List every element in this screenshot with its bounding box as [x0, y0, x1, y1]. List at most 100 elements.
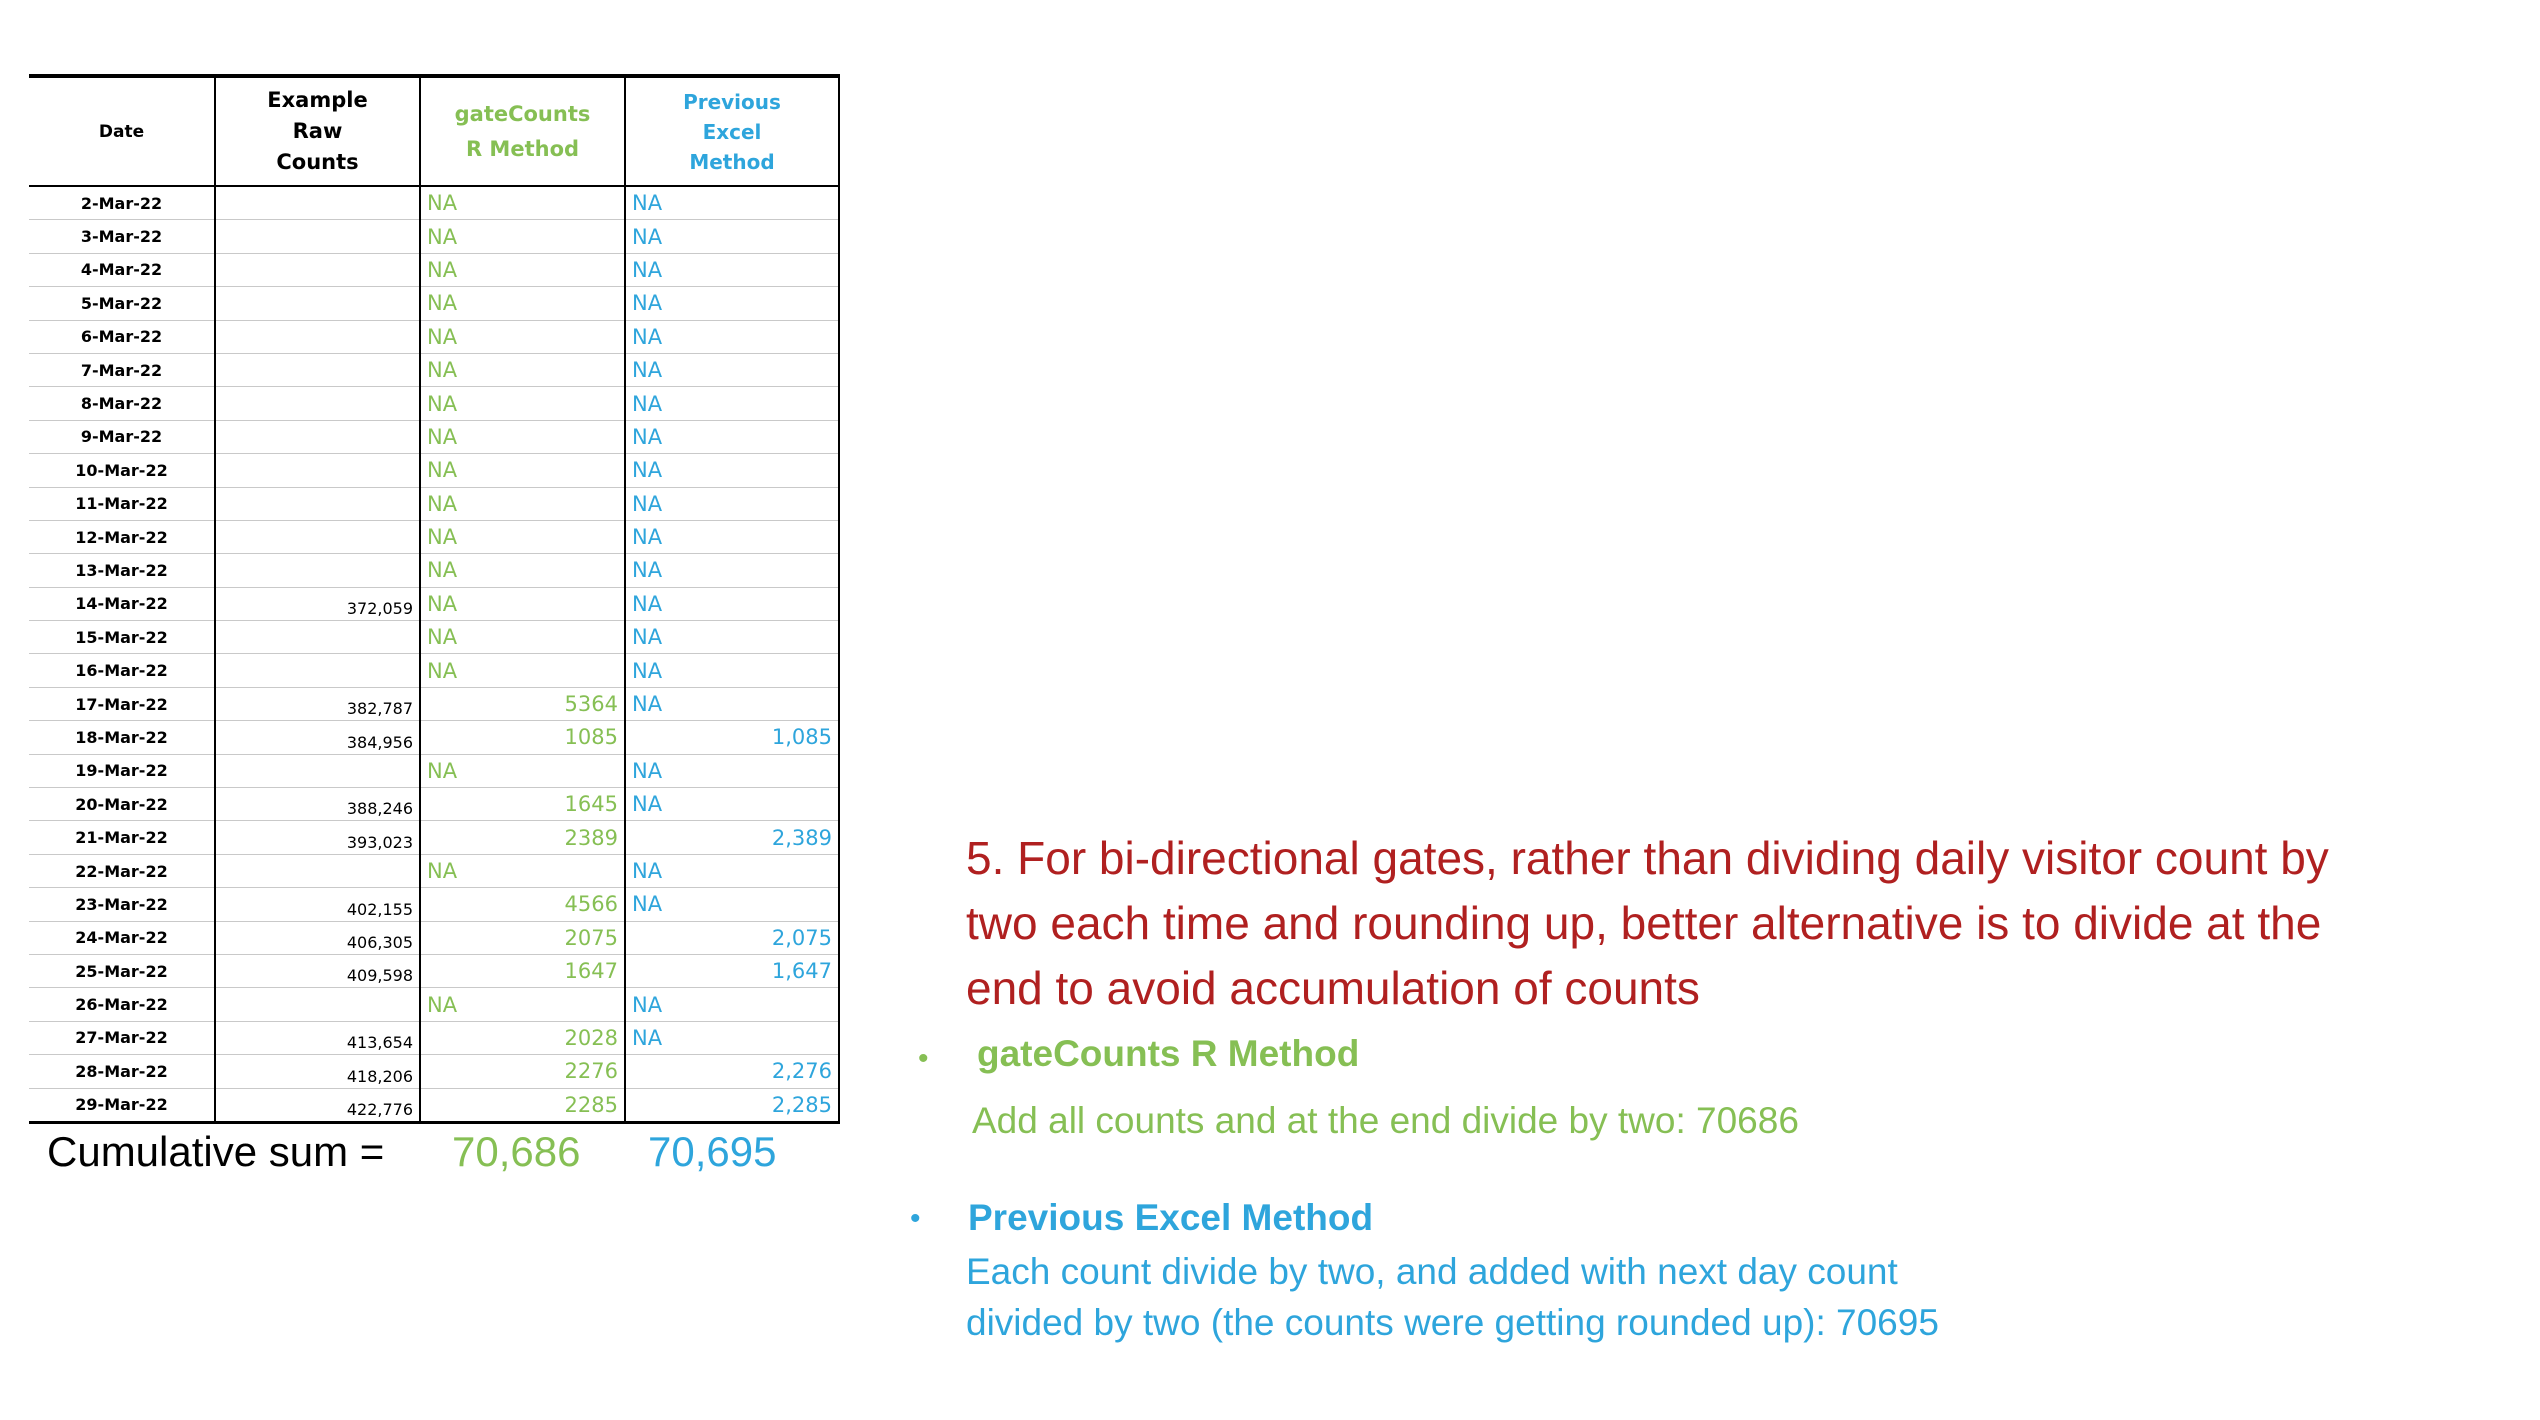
date-cell: 21-Mar-22: [29, 820, 216, 855]
date-cell: 25-Mar-22: [29, 954, 216, 989]
header-raw-line: Raw: [292, 119, 343, 143]
date-cell: 20-Mar-22: [29, 787, 216, 822]
r-method-cell: 2389: [419, 820, 626, 855]
raw-count-cell: 413,654: [214, 1021, 421, 1056]
excel-method-cell: NA: [624, 553, 840, 588]
date-cell: 11-Mar-22: [29, 487, 216, 521]
r-method-cell: 2028: [419, 1021, 626, 1056]
table-row: 25-Mar-22 409,598 1647 1,647: [29, 954, 840, 989]
date-cell: 7-Mar-22: [29, 353, 216, 388]
table-row: 29-Mar-22 422,776 2285 2,285: [29, 1088, 840, 1124]
excel-method-cell: NA: [624, 353, 840, 388]
r-method-cell: NA: [419, 987, 626, 1022]
table-row: 15-Mar-22 NA NA: [29, 620, 840, 655]
table-row: 28-Mar-22 418,206 2276 2,276: [29, 1054, 840, 1089]
table-row: 22-Mar-22 NA NA: [29, 854, 840, 889]
raw-count-cell: 402,155: [214, 887, 421, 922]
slide-headline: 5. For bi-directional gates, rather than…: [966, 832, 2329, 1014]
excel-method-cell: 2,276: [624, 1054, 840, 1089]
excel-method-cell: NA: [624, 854, 840, 889]
excel-method-cell: NA: [624, 887, 840, 922]
r-method-title: gateCounts R Method: [977, 1033, 1360, 1074]
table-row: 17-Mar-22 382,787 5364 NA: [29, 687, 840, 722]
raw-count-cell: 388,246: [214, 787, 421, 822]
date-cell: 9-Mar-22: [29, 420, 216, 455]
header-date: Date: [29, 74, 216, 187]
r-method-cell: NA: [419, 253, 626, 288]
date-cell: 17-Mar-22: [29, 687, 216, 722]
table-row: 23-Mar-22 402,155 4566 NA: [29, 887, 840, 922]
excel-method-description: Each count divide by two, and added with…: [966, 1246, 2166, 1348]
raw-count-cell: [214, 520, 421, 555]
bullet-dot-icon: •: [918, 1042, 929, 1075]
excel-method-cell: NA: [624, 520, 840, 555]
raw-count-cell: [214, 754, 421, 789]
excel-method-cell: 2,285: [624, 1088, 840, 1124]
counts-table-body: 2-Mar-22 NA NA 3-Mar-22 NA NA 4-Mar-22 NA NA 5-Ma…: [29, 186, 840, 1124]
r-method-cell: 2285: [419, 1088, 626, 1124]
r-method-cell: NA: [419, 653, 626, 688]
excel-method-cell: NA: [624, 1021, 840, 1056]
date-cell: 2-Mar-22: [29, 186, 216, 221]
table-row: 3-Mar-22 NA NA: [29, 219, 840, 254]
bullet-dot-icon: •: [910, 1202, 921, 1235]
raw-count-cell: [214, 253, 421, 288]
table-row: 21-Mar-22 393,023 2389 2,389: [29, 820, 840, 855]
excel-method-cell: NA: [624, 320, 840, 354]
raw-count-cell: 393,023: [214, 820, 421, 855]
table-row: 24-Mar-22 406,305 2075 2,075: [29, 921, 840, 955]
table-row: 5-Mar-22 NA NA: [29, 286, 840, 321]
r-method-cell: NA: [419, 186, 626, 221]
raw-count-cell: [214, 420, 421, 455]
date-cell: 10-Mar-22: [29, 453, 216, 488]
header-excel-method: Previous Excel Method: [624, 74, 840, 187]
excel-method-cell: NA: [624, 653, 840, 688]
r-method-cell: NA: [419, 386, 626, 421]
r-method-cell: NA: [419, 587, 626, 622]
excel-method-cell: NA: [624, 453, 840, 488]
header-raw-line: Counts: [276, 150, 359, 174]
r-method-description: Add all counts and at the end divide by …: [972, 1100, 1799, 1141]
excel-method-cell: NA: [624, 787, 840, 822]
table-row: 26-Mar-22 NA NA: [29, 987, 840, 1022]
excel-method-cell: NA: [624, 386, 840, 421]
table-row: 7-Mar-22 NA NA: [29, 353, 840, 388]
raw-count-cell: 384,956: [214, 720, 421, 755]
table-row: 10-Mar-22 NA NA: [29, 453, 840, 488]
date-cell: 13-Mar-22: [29, 553, 216, 588]
excel-method-title: Previous Excel Method: [968, 1197, 1374, 1238]
r-method-cell: NA: [419, 520, 626, 555]
excel-method-cell: NA: [624, 987, 840, 1022]
r-method-cell: NA: [419, 420, 626, 455]
r-method-cell: NA: [419, 353, 626, 388]
excel-method-cell: 2,075: [624, 921, 840, 955]
excel-method-cell: NA: [624, 754, 840, 789]
excel-method-cell: NA: [624, 186, 840, 221]
date-cell: 27-Mar-22: [29, 1021, 216, 1056]
table-row: 6-Mar-22 NA NA: [29, 320, 840, 354]
excel-method-cell: NA: [624, 487, 840, 521]
date-cell: 5-Mar-22: [29, 286, 216, 321]
date-cell: 8-Mar-22: [29, 386, 216, 421]
excel-method-cell: NA: [624, 219, 840, 254]
header-excel-line: Previous: [683, 89, 781, 114]
r-method-cell: NA: [419, 620, 626, 655]
raw-count-cell: 418,206: [214, 1054, 421, 1089]
excel-method-cell: 2,389: [624, 820, 840, 855]
r-method-cell: NA: [419, 854, 626, 889]
r-method-cell: NA: [419, 320, 626, 354]
raw-count-cell: 409,598: [214, 954, 421, 989]
excel-method-cell: NA: [624, 620, 840, 655]
r-method-cell: 2276: [419, 1054, 626, 1089]
header-excel-line: Method: [689, 149, 775, 174]
raw-count-cell: [214, 987, 421, 1022]
r-method-cell: 4566: [419, 887, 626, 922]
date-cell: 15-Mar-22: [29, 620, 216, 655]
date-cell: 24-Mar-22: [29, 921, 216, 955]
excel-method-cell: NA: [624, 253, 840, 288]
raw-count-cell: [214, 620, 421, 655]
table-row: 20-Mar-22 388,246 1645 NA: [29, 787, 840, 822]
excel-method-description-line: Each count divide by two, and added with…: [966, 1251, 1898, 1292]
date-cell: 3-Mar-22: [29, 219, 216, 254]
date-cell: 6-Mar-22: [29, 320, 216, 354]
